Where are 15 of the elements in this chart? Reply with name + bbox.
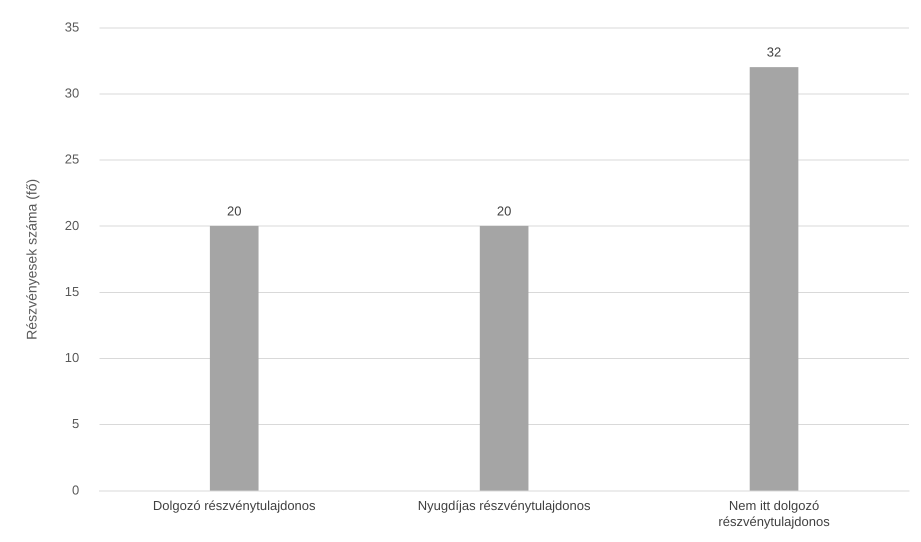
y-tick-label: 10 bbox=[64, 350, 80, 366]
data-label: 32 bbox=[766, 44, 782, 60]
x-tick-label: Dolgozó részvénytulajdonos bbox=[152, 498, 316, 514]
y-tick-label: 30 bbox=[64, 86, 80, 101]
data-label: 20 bbox=[226, 203, 242, 218]
y-tick-label: 5 bbox=[72, 416, 80, 432]
x-tick-label: Nem itt dolgozó részvénytulajdonos bbox=[718, 498, 830, 529]
y-tick-label: 20 bbox=[64, 218, 80, 233]
y-tick-label: 25 bbox=[64, 152, 80, 167]
x-tick-label: Nyugdíjas részvénytulajdonos bbox=[418, 498, 591, 514]
y-tick-label: 0 bbox=[72, 482, 80, 498]
y-tick-label: 35 bbox=[64, 19, 80, 34]
y-tick-label: 15 bbox=[64, 284, 80, 299]
data-label: 20 bbox=[496, 203, 512, 218]
y-axis-title: Részvényesek száma (fő) bbox=[23, 178, 40, 340]
